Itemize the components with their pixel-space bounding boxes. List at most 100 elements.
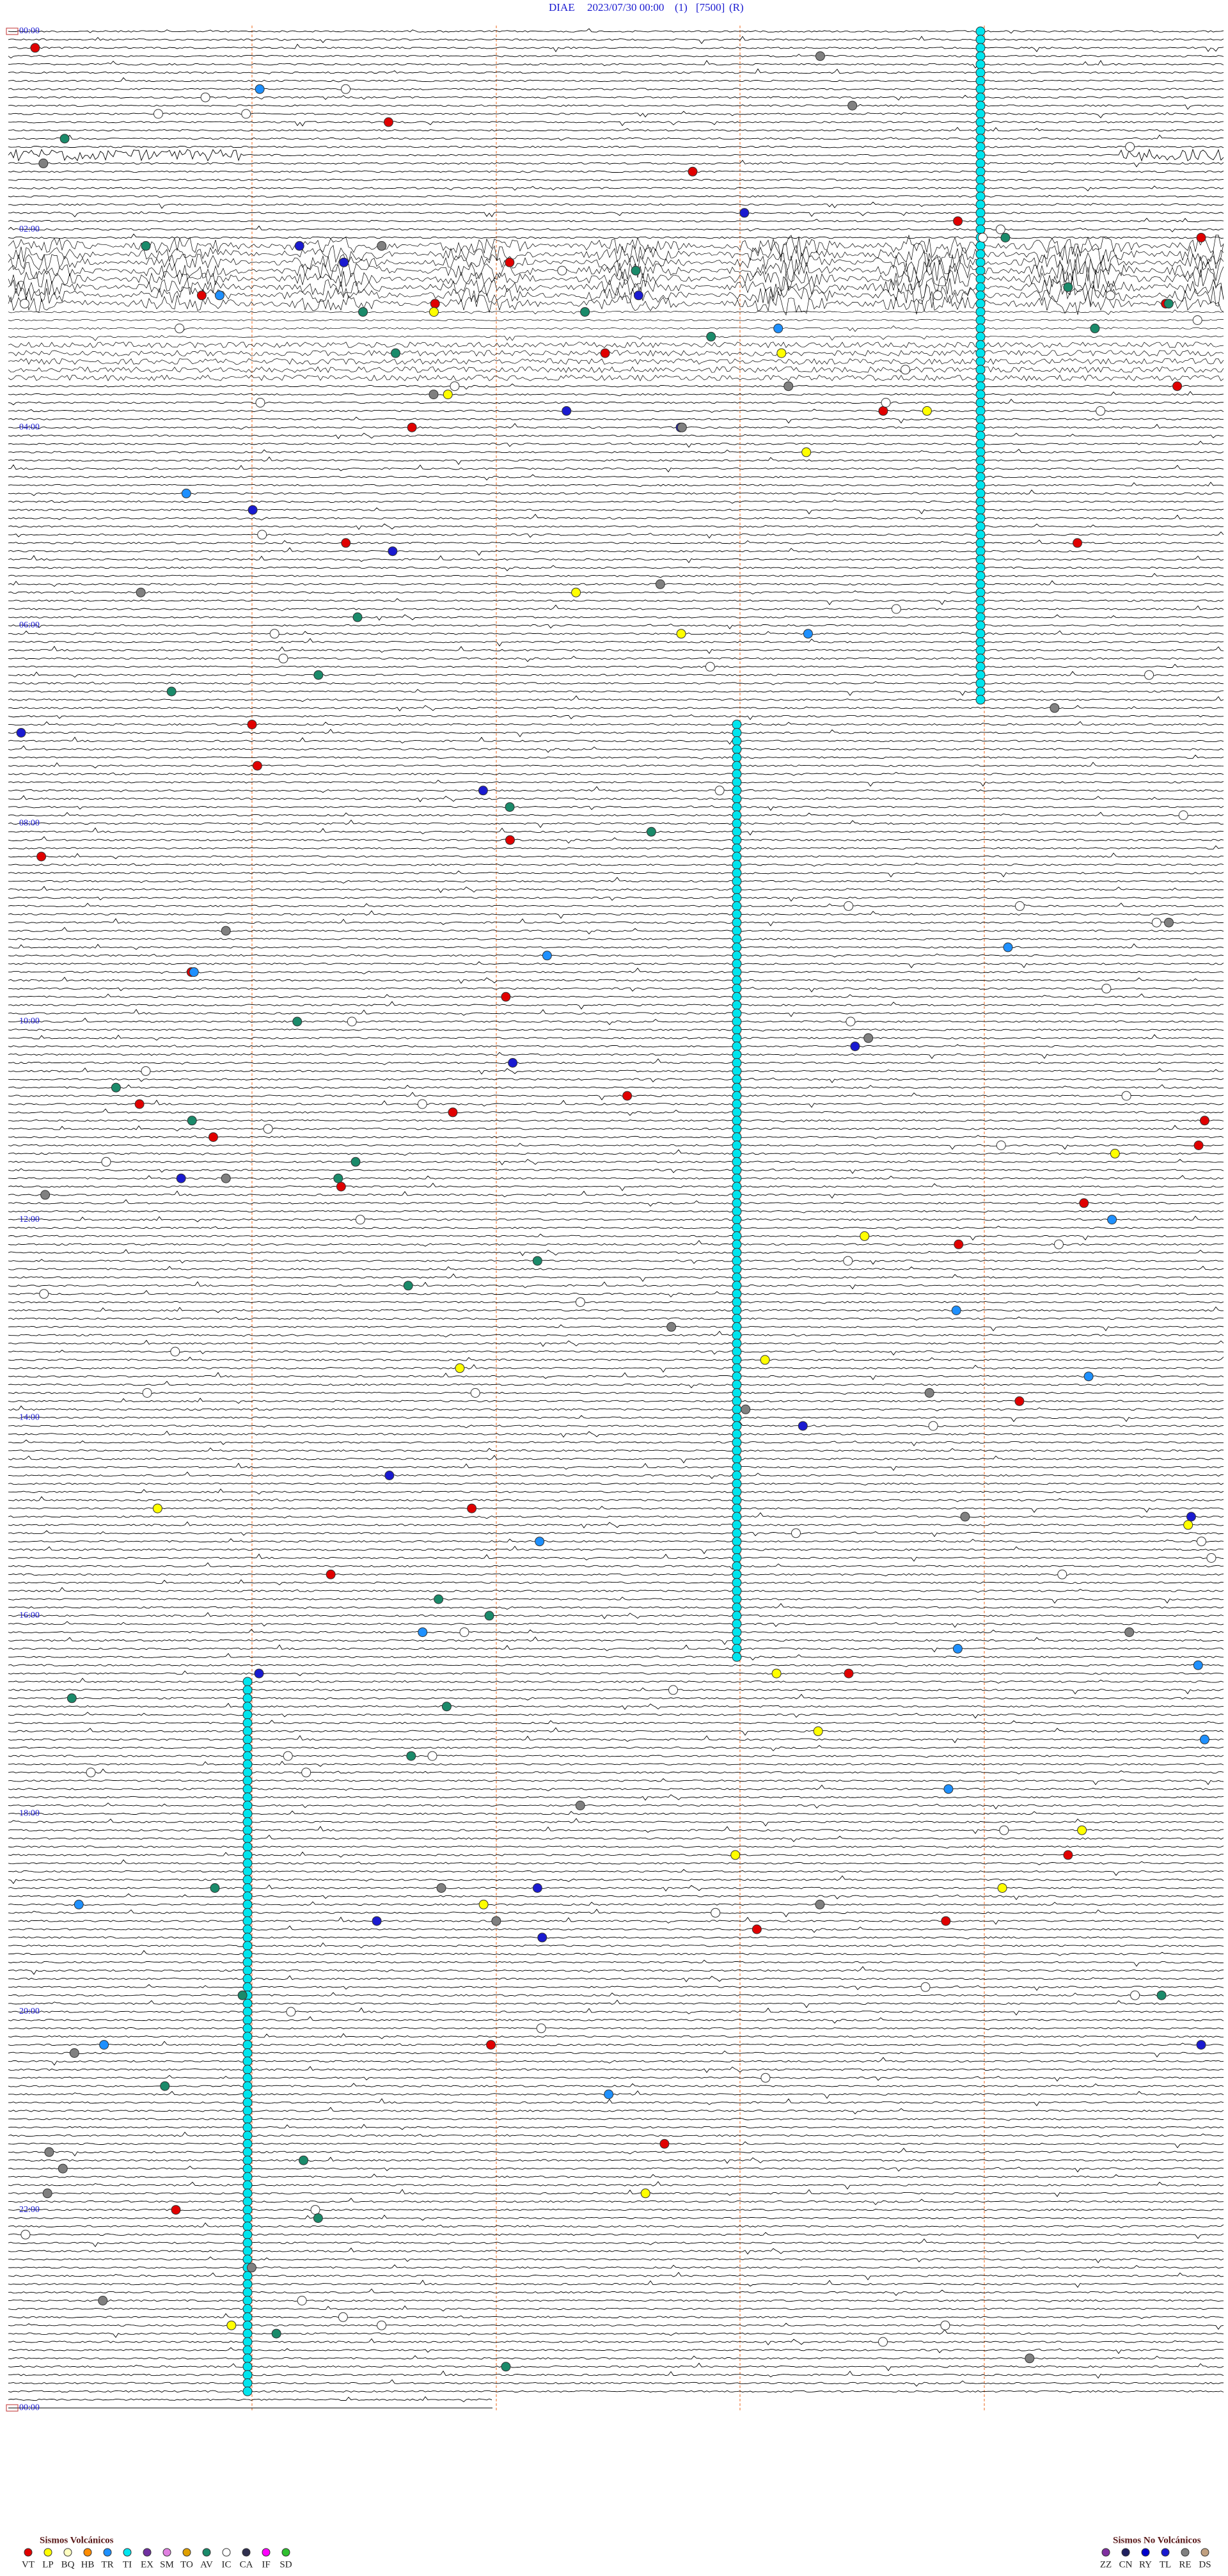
header: DIAE 2023/07/30 00:00 (1) [7500] (R) (549, 1, 744, 13)
legend-title: Sismos Volcánicos (40, 2535, 114, 2545)
event-marker (975, 422, 986, 432)
event-marker (98, 2296, 108, 2305)
trace (8, 1190, 1224, 1199)
event-marker (933, 290, 943, 301)
trace (8, 1653, 1224, 1661)
event-marker (646, 826, 656, 837)
event-marker (501, 2362, 511, 2372)
event-marker (996, 1141, 1006, 1150)
event-marker (242, 1808, 253, 1819)
event-marker (242, 1726, 253, 1736)
event-marker (732, 942, 742, 952)
event-marker (242, 1982, 253, 1992)
legend-code: CN (1119, 2559, 1133, 2570)
trace (8, 1975, 1224, 1982)
event-marker (1083, 1371, 1094, 1382)
event-marker (111, 1082, 121, 1093)
event-marker (901, 365, 911, 375)
event-marker (1186, 1512, 1196, 1522)
event-marker (176, 1173, 186, 1183)
event-marker (242, 1875, 253, 1885)
event-marker (221, 926, 231, 936)
event-marker (170, 1347, 180, 1357)
event-marker (732, 917, 742, 928)
event-marker (732, 1116, 742, 1126)
event-marker (975, 191, 986, 201)
event-marker (732, 835, 742, 845)
legend-marker (1161, 2548, 1170, 2557)
event-marker (846, 1016, 856, 1027)
trace (8, 2338, 1224, 2346)
event-marker (1000, 233, 1011, 242)
event-marker (732, 1297, 742, 1308)
trace (8, 614, 1224, 621)
event-marker (242, 2296, 253, 2305)
trace (8, 827, 1224, 836)
event-marker (1144, 670, 1154, 680)
event-marker (975, 365, 986, 375)
event-marker (655, 579, 665, 589)
event-marker (760, 1355, 770, 1365)
event-marker (58, 2163, 68, 2174)
trace (8, 2329, 1224, 2338)
trace (8, 786, 1224, 793)
trace (8, 1259, 1224, 1265)
event-marker (803, 629, 813, 639)
event-marker (242, 2114, 253, 2124)
trace (8, 663, 1224, 669)
legend-marker (24, 2548, 33, 2557)
legend-marker (162, 2548, 171, 2557)
trace (8, 2313, 1224, 2319)
event-marker (242, 2138, 253, 2149)
trace (8, 464, 1224, 473)
event-marker (242, 2155, 253, 2165)
trace (8, 580, 1224, 587)
event-marker (732, 1520, 742, 1530)
time-label: 20:00 (19, 2007, 40, 2016)
trace (8, 1802, 1224, 1810)
legend-marker (262, 2548, 271, 2557)
trace (8, 1984, 1224, 1991)
event-marker (208, 1132, 218, 1142)
event-marker (242, 2378, 253, 2388)
event-marker (732, 826, 742, 837)
event-marker (732, 1471, 742, 1480)
event-marker (160, 2081, 170, 2091)
event-marker (952, 1643, 963, 1654)
event-marker (975, 653, 986, 663)
trace (8, 201, 1224, 209)
event-marker (214, 290, 224, 301)
trace (8, 1300, 1224, 1304)
scale: [7500] (696, 1, 725, 13)
event-marker (975, 488, 986, 498)
event-marker (42, 2188, 52, 2199)
events (16, 26, 1216, 2396)
trace (8, 2033, 1224, 2039)
trace (8, 1371, 1224, 1380)
event-marker (1073, 538, 1083, 548)
trace (8, 1119, 1224, 1123)
event-marker (532, 1883, 542, 1893)
trace (8, 1009, 1224, 1017)
trace (8, 638, 1224, 647)
event-marker (242, 2353, 253, 2364)
event-marker (975, 513, 986, 523)
event-marker (975, 26, 986, 36)
event-marker (313, 2213, 323, 2223)
event-marker (714, 786, 725, 796)
event-marker (732, 876, 742, 887)
event-marker (604, 2089, 614, 2099)
trace (8, 1017, 1224, 1025)
event-marker (732, 1272, 742, 1283)
time-label: 16:00 (19, 1611, 40, 1620)
trace (8, 1916, 1224, 1925)
event-marker (732, 1380, 742, 1390)
event-marker (1101, 983, 1112, 993)
time-label: 14:00 (19, 1412, 40, 1422)
event-marker (1130, 1990, 1140, 2000)
event-marker (542, 951, 552, 961)
trace (8, 383, 1224, 390)
legend-marker (83, 2548, 92, 2557)
event-marker (732, 1347, 742, 1357)
event-marker (975, 406, 986, 416)
